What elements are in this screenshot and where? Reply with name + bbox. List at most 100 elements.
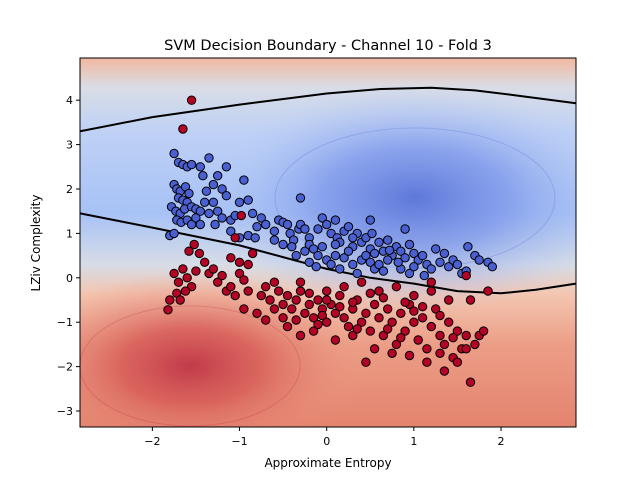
x-tick-label: −1 xyxy=(231,435,247,448)
point-negative xyxy=(444,317,454,327)
point-negative xyxy=(308,313,319,323)
point-negative xyxy=(387,317,397,327)
point-negative xyxy=(435,330,445,341)
point-positive xyxy=(361,250,371,261)
point-positive xyxy=(384,245,395,256)
point-negative xyxy=(217,270,227,281)
point-positive xyxy=(326,259,336,270)
point-negative xyxy=(461,330,471,341)
point-positive xyxy=(221,162,232,172)
point-positive xyxy=(304,257,314,267)
point-negative xyxy=(339,313,349,323)
point-positive xyxy=(169,228,179,239)
point-negative xyxy=(452,326,463,336)
point-negative xyxy=(322,295,332,305)
point-positive xyxy=(200,197,210,208)
y-tick-label: 0 xyxy=(66,272,73,285)
point-negative xyxy=(184,246,194,256)
point-positive xyxy=(322,219,332,230)
point-positive xyxy=(409,262,419,272)
point-negative xyxy=(175,295,185,305)
point-positive xyxy=(282,219,293,230)
point-negative xyxy=(200,257,210,267)
point-negative xyxy=(186,95,197,105)
point-positive xyxy=(400,253,410,263)
point-positive xyxy=(369,248,380,259)
point-negative xyxy=(356,317,367,327)
point-positive xyxy=(217,213,227,223)
point-positive xyxy=(439,248,450,259)
point-negative xyxy=(169,268,179,279)
y-tick-label: −2 xyxy=(57,361,73,374)
y-axis-ticks: −3 −2 −1 0 1 2 3 4 xyxy=(57,94,80,418)
point-positive xyxy=(243,195,253,205)
point-negative xyxy=(465,295,476,305)
point-positive xyxy=(393,257,403,267)
x-tick-label: 0 xyxy=(323,435,330,448)
point-positive xyxy=(374,259,384,270)
point-negative xyxy=(465,377,476,387)
point-negative xyxy=(330,308,341,318)
point-negative xyxy=(483,286,493,296)
point-positive xyxy=(256,213,266,223)
point-positive xyxy=(226,226,236,236)
point-positive xyxy=(330,250,341,261)
plot-frame xyxy=(79,57,577,428)
point-positive xyxy=(213,171,223,181)
point-negative xyxy=(304,299,314,310)
point-negative xyxy=(322,286,332,296)
point-negative xyxy=(313,319,323,330)
point-negative xyxy=(435,310,445,321)
point-positive xyxy=(210,219,220,230)
y-tick-label: −3 xyxy=(57,405,73,418)
point-negative xyxy=(461,344,471,354)
point-positive xyxy=(217,184,227,194)
point-negative xyxy=(226,253,236,263)
point-negative xyxy=(396,333,406,343)
point-negative xyxy=(304,288,314,298)
point-positive xyxy=(426,264,436,274)
point-positive xyxy=(201,186,212,196)
point-negative xyxy=(452,357,463,367)
point-negative xyxy=(470,339,480,350)
y-tick-label: 4 xyxy=(66,94,73,107)
point-positive xyxy=(419,270,429,281)
point-positive xyxy=(343,246,354,256)
point-negative xyxy=(378,293,389,303)
point-negative xyxy=(426,277,436,287)
point-negative xyxy=(282,321,293,332)
point-negative xyxy=(295,277,306,287)
point-positive xyxy=(348,259,358,270)
point-positive xyxy=(198,171,208,181)
decision-boundary-upper xyxy=(80,86,576,133)
point-positive xyxy=(208,197,219,208)
point-negative xyxy=(413,335,423,345)
point-negative xyxy=(178,124,188,134)
point-negative xyxy=(400,326,410,336)
decision-boundaries xyxy=(80,86,576,295)
point-negative xyxy=(409,306,419,316)
point-positive xyxy=(311,262,321,272)
point-negative xyxy=(234,257,245,267)
point-negative xyxy=(374,313,384,323)
point-negative xyxy=(330,335,341,345)
point-positive xyxy=(269,235,280,245)
point-negative xyxy=(317,310,327,321)
point-positive xyxy=(463,242,473,252)
point-negative xyxy=(291,295,301,305)
point-positive xyxy=(195,162,206,172)
point-negative xyxy=(278,299,288,310)
point-positive xyxy=(169,148,179,159)
point-negative xyxy=(378,330,389,341)
point-negative xyxy=(269,277,280,287)
point-negative xyxy=(252,308,262,318)
point-positive xyxy=(261,219,271,230)
point-positive xyxy=(208,179,219,190)
point-positive xyxy=(295,193,306,203)
point-negative xyxy=(387,348,397,358)
decision-boundary-lower xyxy=(80,212,576,295)
x-tick-label: 1 xyxy=(410,435,417,448)
point-negative xyxy=(448,333,458,343)
point-negative xyxy=(230,233,240,243)
point-negative xyxy=(374,286,384,296)
